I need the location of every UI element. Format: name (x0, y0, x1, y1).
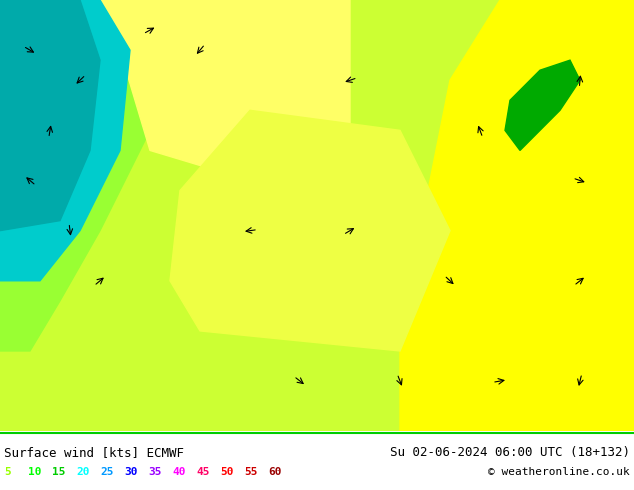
Polygon shape (505, 60, 580, 150)
Text: Surface wind [kts] ECMWF: Surface wind [kts] ECMWF (4, 446, 184, 459)
Text: 10: 10 (28, 467, 41, 477)
Text: 20: 20 (76, 467, 89, 477)
Polygon shape (0, 0, 130, 281)
Text: 45: 45 (196, 467, 209, 477)
Text: 30: 30 (124, 467, 138, 477)
Polygon shape (100, 0, 350, 180)
Text: 50: 50 (220, 467, 233, 477)
Polygon shape (0, 0, 160, 351)
Polygon shape (400, 0, 634, 431)
Text: 5: 5 (4, 467, 11, 477)
Text: 60: 60 (268, 467, 281, 477)
Text: 55: 55 (244, 467, 257, 477)
Polygon shape (0, 0, 100, 231)
Text: Su 02-06-2024 06:00 UTC (18+132): Su 02-06-2024 06:00 UTC (18+132) (390, 446, 630, 459)
Text: 25: 25 (100, 467, 113, 477)
Text: 15: 15 (52, 467, 65, 477)
Text: 35: 35 (148, 467, 162, 477)
Text: © weatheronline.co.uk: © weatheronline.co.uk (488, 467, 630, 477)
Polygon shape (170, 110, 450, 351)
Text: 40: 40 (172, 467, 186, 477)
